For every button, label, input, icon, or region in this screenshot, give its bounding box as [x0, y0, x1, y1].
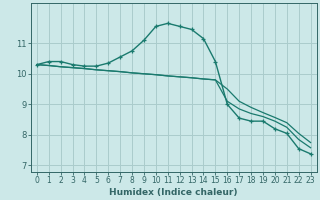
- X-axis label: Humidex (Indice chaleur): Humidex (Indice chaleur): [109, 188, 238, 197]
